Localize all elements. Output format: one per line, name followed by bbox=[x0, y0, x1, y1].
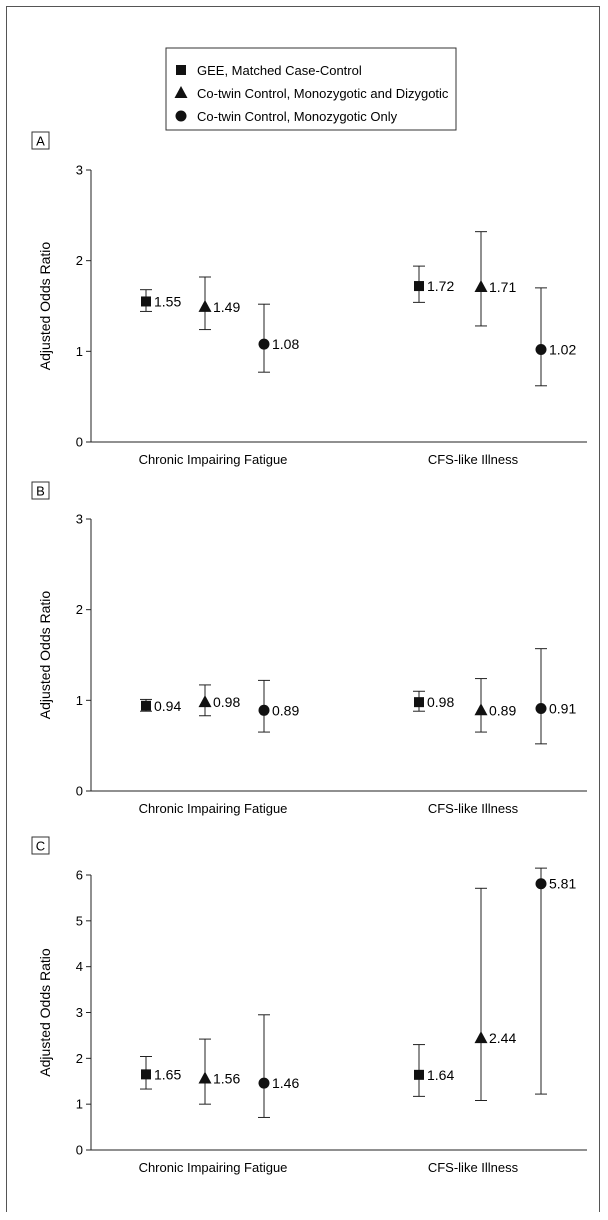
y-tick-label: 1 bbox=[76, 693, 83, 708]
panel-letter: A bbox=[36, 134, 45, 149]
data-marker-circle bbox=[535, 878, 547, 890]
x-category-label: CFS-like Illness bbox=[428, 1160, 519, 1175]
data-point-group: 0.89 bbox=[474, 678, 516, 733]
data-label: 1.72 bbox=[427, 278, 454, 294]
data-point-group: 1.71 bbox=[474, 231, 516, 327]
data-point-group: 0.89 bbox=[258, 679, 299, 733]
x-category-label: Chronic Impairing Fatigue bbox=[139, 452, 288, 467]
data-point-group: 1.56 bbox=[198, 1038, 240, 1105]
legend-box bbox=[165, 47, 457, 131]
x-category-label: Chronic Impairing Fatigue bbox=[139, 1160, 288, 1175]
data-marker-square bbox=[414, 281, 424, 292]
data-label: 1.08 bbox=[272, 336, 299, 352]
data-marker-triangle bbox=[198, 1071, 212, 1084]
data-point-group: 0.98 bbox=[198, 684, 240, 717]
data-point-group: 0.91 bbox=[535, 648, 576, 745]
data-label: 1.56 bbox=[213, 1071, 240, 1087]
data-label: 1.55 bbox=[154, 293, 181, 309]
data-label: 0.98 bbox=[427, 694, 454, 710]
data-label: 0.94 bbox=[154, 698, 181, 714]
panel-letter-box bbox=[31, 131, 50, 150]
y-axis-title: Adjusted Odds Ratio bbox=[37, 948, 53, 1077]
panel-a: A 0 1 2 3 Adjusted Odds Ratio Chronic Impairin… bbox=[31, 131, 587, 467]
y-tick-label: 0 bbox=[76, 435, 83, 450]
data-point-group: 1.46 bbox=[258, 1014, 299, 1118]
data-marker-circle bbox=[258, 338, 270, 350]
panel-letter-box bbox=[31, 481, 50, 500]
y-tick-label: 3 bbox=[76, 163, 83, 178]
y-tick-label: 3 bbox=[76, 512, 83, 527]
data-marker-square bbox=[414, 1069, 424, 1080]
y-tick-label: 3 bbox=[76, 1005, 83, 1020]
panel-letter: B bbox=[36, 484, 45, 499]
data-point-group: 0.98 bbox=[413, 690, 454, 712]
data-label: 1.02 bbox=[549, 342, 576, 358]
x-category-label: CFS-like Illness bbox=[428, 801, 519, 816]
x-category-label: Chronic Impairing Fatigue bbox=[139, 801, 288, 816]
data-point-group: 1.08 bbox=[258, 303, 299, 373]
data-point-group: 1.65 bbox=[140, 1056, 181, 1090]
data-label: 0.89 bbox=[489, 702, 516, 718]
x-category-label: CFS-like Illness bbox=[428, 452, 519, 467]
data-point-group: 0.94 bbox=[140, 698, 181, 714]
data-point-group: 1.64 bbox=[413, 1044, 454, 1097]
legend-label: Co-twin Control, Monozygotic and Dizygot… bbox=[197, 86, 449, 101]
data-point-group: 1.02 bbox=[535, 287, 576, 387]
data-marker-square bbox=[141, 296, 151, 307]
legend-marker-circle bbox=[175, 110, 187, 122]
data-marker-triangle bbox=[474, 279, 488, 292]
panel-c: C 0 1 2 3 4 5 6 Adjusted Odds Ratio Chronic Impai… bbox=[31, 836, 587, 1175]
y-tick-label: 0 bbox=[76, 1143, 83, 1158]
data-marker-circle bbox=[258, 704, 270, 716]
y-tick-label: 6 bbox=[76, 868, 83, 883]
y-tick-label: 1 bbox=[76, 1097, 83, 1112]
data-label: 2.44 bbox=[489, 1030, 516, 1046]
y-tick-label: 4 bbox=[76, 959, 83, 974]
y-tick-label: 2 bbox=[76, 602, 83, 617]
data-marker-circle bbox=[535, 344, 547, 356]
data-marker-circle bbox=[258, 1077, 270, 1089]
legend-marker-triangle bbox=[174, 86, 188, 98]
y-axis-title: Adjusted Odds Ratio bbox=[37, 591, 53, 720]
data-label: 0.98 bbox=[213, 694, 240, 710]
y-axis-title: Adjusted Odds Ratio bbox=[37, 242, 53, 371]
y-tick-label: 2 bbox=[76, 253, 83, 268]
data-label: 1.65 bbox=[154, 1066, 181, 1082]
panel-letter: C bbox=[36, 839, 45, 854]
y-tick-label: 1 bbox=[76, 344, 83, 359]
data-point-group: 2.44 bbox=[474, 887, 516, 1101]
legend: GEE, Matched Case-Control Co-twin Control… bbox=[165, 47, 457, 131]
data-marker-triangle bbox=[474, 1031, 488, 1044]
data-marker-square bbox=[414, 697, 424, 708]
y-tick-label: 0 bbox=[76, 784, 83, 799]
legend-label: GEE, Matched Case-Control bbox=[197, 63, 362, 78]
data-label: 0.89 bbox=[272, 702, 299, 718]
data-marker-circle bbox=[535, 702, 547, 714]
panel-letter-box bbox=[31, 836, 50, 855]
data-marker-square bbox=[141, 1069, 151, 1080]
data-marker-triangle bbox=[474, 703, 488, 716]
data-point-group: 1.49 bbox=[198, 276, 240, 331]
data-label: 1.71 bbox=[489, 279, 516, 295]
legend-marker-square bbox=[176, 65, 186, 75]
data-label: 1.46 bbox=[272, 1075, 299, 1091]
data-marker-square bbox=[141, 700, 151, 711]
data-marker-triangle bbox=[198, 299, 212, 312]
data-label: 1.49 bbox=[213, 299, 240, 315]
y-tick-label: 5 bbox=[76, 913, 83, 928]
data-label: 1.64 bbox=[427, 1067, 454, 1083]
figure-frame bbox=[6, 6, 600, 1212]
data-marker-triangle bbox=[198, 695, 212, 708]
data-point-group: 5.81 bbox=[535, 867, 576, 1095]
legend-label: Co-twin Control, Monozygotic Only bbox=[197, 109, 398, 124]
data-label: 0.91 bbox=[549, 700, 576, 716]
y-tick-label: 2 bbox=[76, 1051, 83, 1066]
data-label: 5.81 bbox=[549, 876, 576, 892]
data-point-group: 1.55 bbox=[140, 289, 181, 312]
panel-b: B 0 1 2 3 Adjusted Odds Ratio Chronic Impairin… bbox=[31, 481, 587, 816]
data-point-group: 1.72 bbox=[413, 265, 454, 303]
